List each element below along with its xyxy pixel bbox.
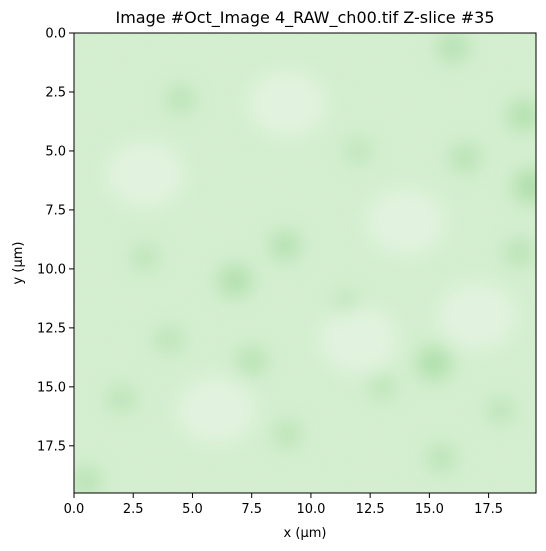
x-tick-label: 12.5 <box>356 502 385 517</box>
y-axis-label: y (μm) <box>11 242 26 285</box>
x-tick-label: 17.5 <box>474 502 503 517</box>
y-tick-label: 2.5 <box>45 85 66 100</box>
x-tick-label: 10.0 <box>296 502 325 517</box>
plot-area <box>74 33 536 493</box>
x-tick-label: 5.0 <box>182 502 203 517</box>
y-tick-label: 17.5 <box>37 439 66 454</box>
y-tick-label: 7.5 <box>45 203 66 218</box>
y-tick-label: 12.5 <box>37 321 66 336</box>
x-axis: 0.0 2.5 5.0 7.5 10.0 12.5 15.0 17.5 <box>64 493 503 517</box>
plot-frame <box>73 32 537 494</box>
x-tick-label: 15.0 <box>415 502 444 517</box>
y-tick-label: 15.0 <box>37 380 66 395</box>
image-grain <box>74 33 536 493</box>
y-tick-label: 0.0 <box>45 27 66 42</box>
x-tick-label: 2.5 <box>123 502 144 517</box>
x-tick-label: 0.0 <box>64 502 85 517</box>
x-axis-label: x (μm) <box>284 526 327 541</box>
y-tick-label: 10.0 <box>37 262 66 277</box>
y-axis: 0.0 2.5 5.0 7.5 10.0 12.5 15.0 17.5 <box>37 27 74 454</box>
y-tick-label: 5.0 <box>45 144 66 159</box>
x-tick-label: 7.5 <box>241 502 262 517</box>
chart-title: Image #Oct_Image 4_RAW_ch00.tif Z-slice … <box>116 8 495 28</box>
